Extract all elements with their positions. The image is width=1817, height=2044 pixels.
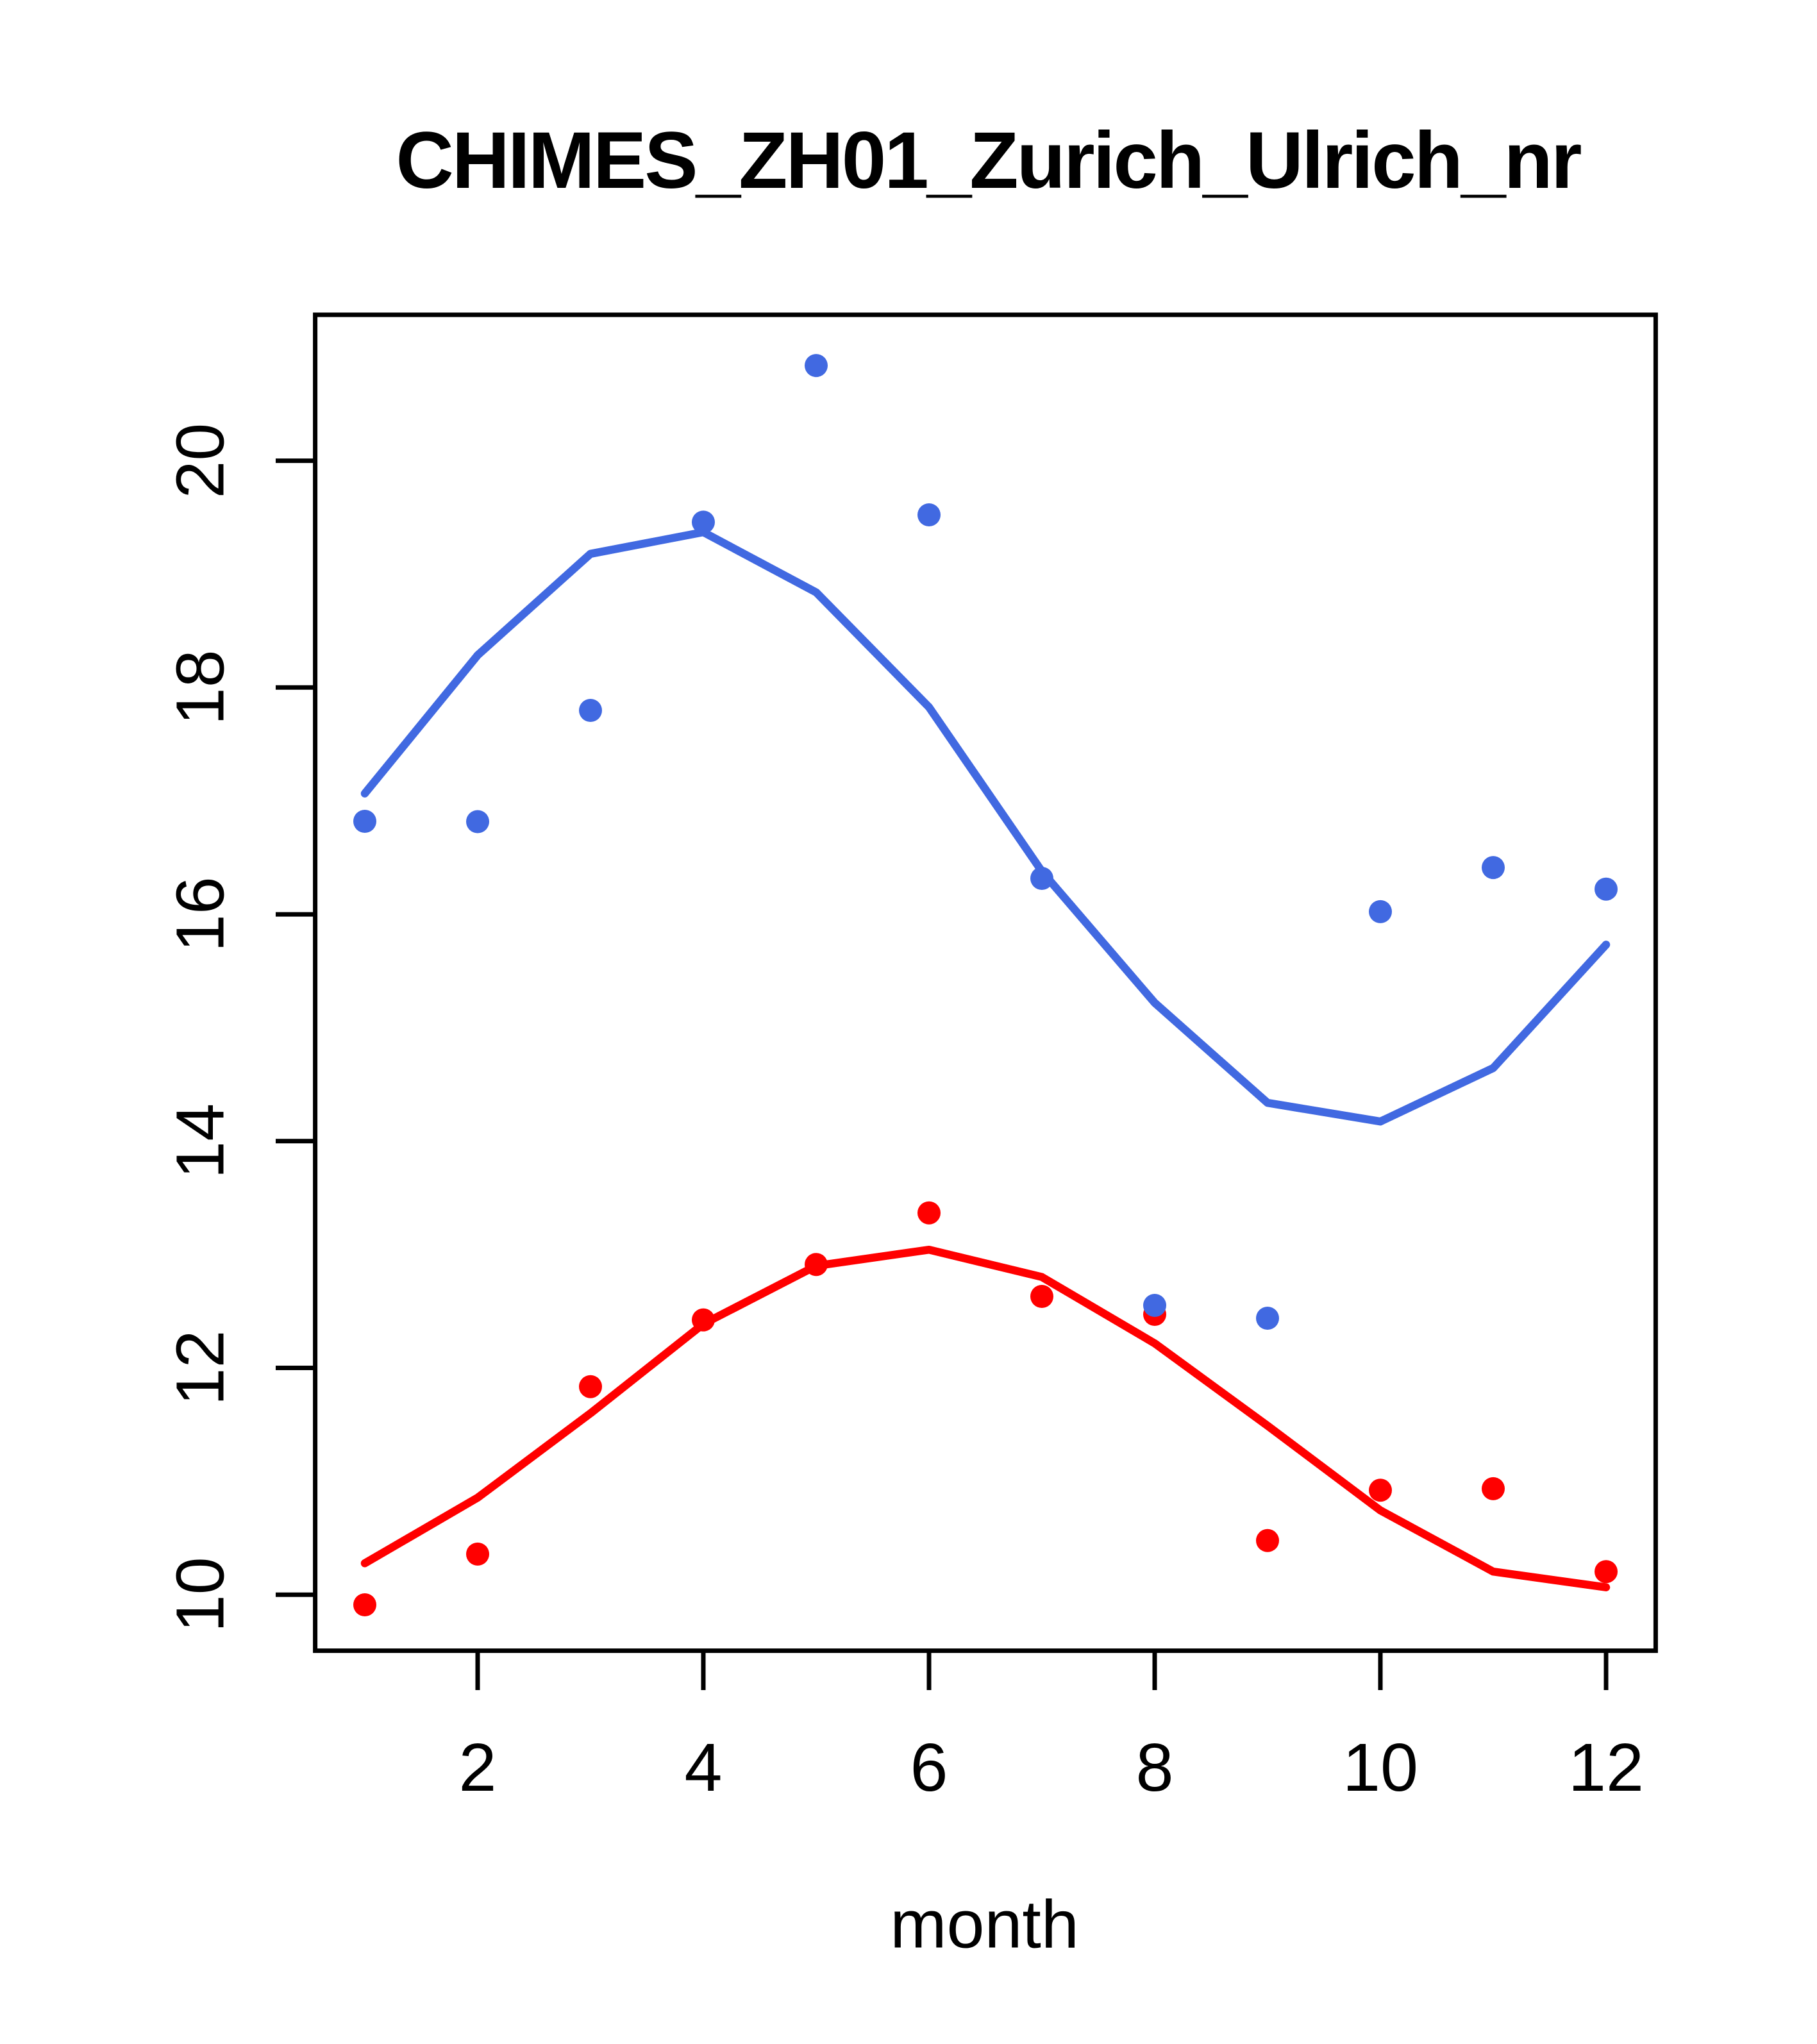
svg-text:12: 12 <box>163 1330 239 1406</box>
svg-text:month: month <box>890 1887 1079 1963</box>
svg-text:CHIMES_ZH01_Zurich_Ulrich_nr: CHIMES_ZH01_Zurich_Ulrich_nr <box>396 116 1580 205</box>
svg-text:20: 20 <box>163 423 239 499</box>
svg-text:16: 16 <box>163 876 239 952</box>
svg-text:2: 2 <box>459 1730 497 1805</box>
svg-text:12: 12 <box>1568 1730 1644 1805</box>
svg-text:18: 18 <box>163 649 239 725</box>
svg-text:8: 8 <box>1136 1730 1174 1805</box>
svg-text:6: 6 <box>910 1730 948 1805</box>
svg-text:14: 14 <box>163 1103 239 1179</box>
svg-text:10: 10 <box>163 1557 239 1632</box>
svg-text:10: 10 <box>1343 1730 1418 1805</box>
svg-text:4: 4 <box>685 1730 723 1805</box>
